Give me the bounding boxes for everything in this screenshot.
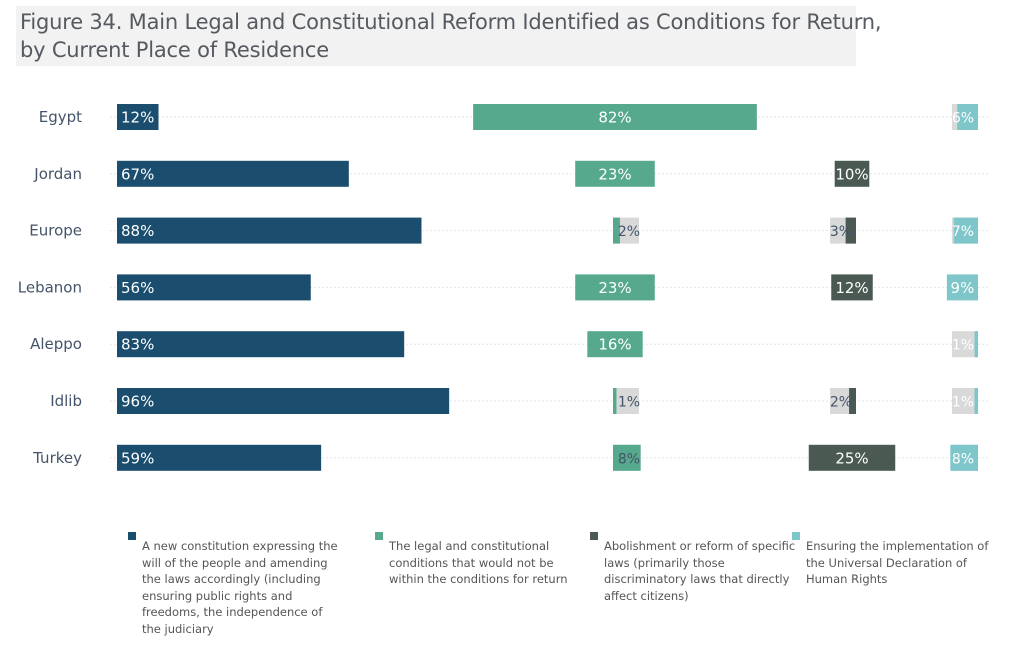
bar-new-constitution-egypt — [117, 104, 159, 130]
chart-title-line-2: by Current Place of Residence — [20, 38, 329, 62]
category-label-jordan: Jordan — [33, 165, 82, 183]
chart-title: Figure 34. Main Legal and Constitutional… — [16, 6, 882, 66]
data-label-new-constitution-lebanon: 56% — [121, 279, 154, 297]
bar-legal-conditions-egypt — [473, 104, 757, 130]
bar-new-constitution-lebanon — [117, 274, 311, 301]
data-label-abolishment-laws-lebanon: 12% — [835, 279, 868, 297]
bar-chart: Egypt 12% 82% 6% Jordan 67% 23% 10% Europe 88% 2% 3… — [18, 104, 990, 471]
bar-legal-conditions-europe — [613, 217, 620, 244]
bar-human-rights-lebanon — [946, 274, 978, 301]
data-label-legal-conditions-idlib: 1% — [618, 395, 640, 411]
bar-new-constitution-turkey — [117, 444, 322, 471]
legend-label-abolishment-laws: Abolishment or reform of specific laws (… — [604, 539, 796, 603]
data-label-legal-conditions-europe: 2% — [618, 224, 640, 240]
data-label-legal-conditions-turkey: 8% — [618, 451, 640, 467]
data-label-legal-conditions-egypt: 82% — [598, 109, 631, 127]
bar-abolishment-laws-idlib — [849, 388, 856, 414]
bar-legal-conditions-jordan — [575, 160, 655, 187]
bar-human-rights-turkey — [950, 444, 978, 471]
bar-abolishment-laws-turkey — [808, 444, 896, 471]
bar-human-rights-aleppo — [974, 331, 978, 358]
data-label-new-constitution-idlib: 96% — [121, 393, 154, 411]
label-box-human-rights-idlib — [952, 388, 978, 414]
data-label-legal-conditions-lebanon: 23% — [598, 279, 631, 297]
data-label-legal-conditions-aleppo: 16% — [598, 336, 631, 354]
category-label-idlib: Idlib — [50, 392, 82, 410]
bar-human-rights-egypt — [957, 104, 978, 130]
bar-legal-conditions-idlib — [613, 388, 617, 414]
legend-swatch-human-rights — [792, 532, 800, 540]
legend-label-legal-conditions: The legal and constitutional conditions … — [389, 539, 568, 586]
bar-new-constitution-europe — [117, 217, 422, 244]
category-label-aleppo: Aleppo — [30, 335, 82, 353]
bar-abolishment-laws-lebanon — [831, 274, 873, 301]
legend-label-new-constitution: A new constitution expressing the will o… — [142, 539, 338, 636]
data-label-legal-conditions-jordan: 23% — [598, 165, 631, 183]
label-box-legal-conditions-idlib — [613, 388, 639, 414]
bar-abolishment-laws-jordan — [834, 160, 870, 187]
bar-human-rights-idlib — [974, 388, 978, 414]
category-label-turkey: Turkey — [32, 449, 82, 467]
data-label-human-rights-europe: 7% — [952, 224, 974, 240]
bar-legal-conditions-turkey — [613, 444, 641, 471]
bar-new-constitution-idlib — [117, 388, 450, 414]
data-label-human-rights-idlib: 1% — [952, 395, 974, 411]
data-label-new-constitution-aleppo: 83% — [121, 336, 154, 354]
legend-swatch-abolishment-laws — [590, 532, 598, 540]
label-box-human-rights-aleppo — [952, 331, 978, 358]
legend-swatch-legal-conditions — [375, 532, 383, 540]
bar-human-rights-europe — [953, 217, 978, 244]
legend-label-human-rights: Ensuring the implementation of the Unive… — [806, 539, 989, 586]
category-label-egypt: Egypt — [39, 108, 82, 126]
bar-new-constitution-jordan — [117, 160, 349, 187]
chart-title-line-1: Figure 34. Main Legal and Constitutional… — [20, 10, 882, 34]
data-label-new-constitution-jordan: 67% — [121, 165, 154, 183]
chart-legend: A new constitution expressing the will o… — [0, 528, 1024, 638]
legend-swatch-new-constitution — [128, 532, 136, 540]
data-label-human-rights-egypt: 6% — [952, 111, 974, 127]
data-label-abolishment-laws-europe: 3% — [830, 224, 852, 240]
category-label-lebanon: Lebanon — [18, 278, 82, 296]
data-label-new-constitution-egypt: 12% — [121, 109, 154, 127]
data-label-human-rights-lebanon: 9% — [951, 279, 975, 297]
category-label-europe: Europe — [29, 222, 82, 240]
bar-new-constitution-aleppo — [117, 331, 405, 358]
bar-legal-conditions-aleppo — [587, 331, 643, 358]
data-label-new-constitution-turkey: 59% — [121, 449, 154, 467]
bar-abolishment-laws-europe — [845, 217, 856, 244]
data-label-abolishment-laws-jordan: 10% — [835, 165, 868, 183]
data-label-human-rights-turkey: 8% — [952, 451, 974, 467]
data-label-human-rights-aleppo: 1% — [952, 338, 974, 354]
data-label-abolishment-laws-turkey: 25% — [835, 449, 868, 467]
bar-legal-conditions-lebanon — [575, 274, 655, 301]
data-label-abolishment-laws-idlib: 2% — [830, 395, 852, 411]
data-label-new-constitution-europe: 88% — [121, 222, 154, 240]
